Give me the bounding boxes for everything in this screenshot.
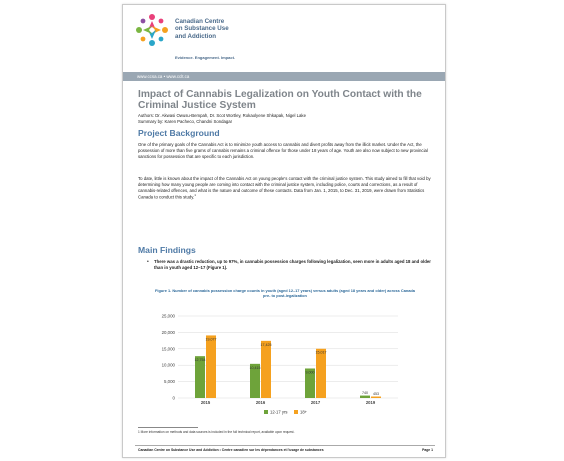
url-banner: www.ccsa.ca • www.cclt.ca: [123, 72, 445, 81]
background-paragraph-2-text: To date, little is known about the impac…: [138, 176, 431, 200]
page-number: Page 1: [422, 448, 433, 452]
footnote-ref: 1: [194, 193, 196, 198]
bar-adult: [261, 340, 271, 398]
bullet-marker: •: [147, 259, 149, 265]
background-paragraph-1: One of the primary goals of the Cannabis…: [138, 142, 428, 159]
legend-label: 12-17 yrs: [270, 410, 287, 415]
y-tick-label: 5,000: [164, 379, 176, 384]
org-name: Canadian Centre on Substance Use and Add…: [175, 18, 295, 40]
footer-divider: [135, 445, 435, 446]
background-paragraph-2: To date, little is known about the impac…: [138, 176, 433, 201]
org-name-line2: on Substance Use: [175, 25, 229, 33]
bar-adult: [371, 396, 381, 398]
possession-charges-bar-chart: 0 5,000 10,000 15,000 20,000 25,000 12,754 19,0…: [162, 314, 398, 415]
y-tick-label: 25,000: [162, 314, 176, 319]
data-label: 453: [373, 392, 379, 396]
bar-adult: [206, 335, 216, 398]
section-heading-background: Project Background: [138, 128, 220, 138]
page-footer: Canadian Centre on Substance Use and Add…: [138, 448, 324, 452]
x-tick-label: 2019: [366, 400, 376, 405]
data-label: 15,017: [316, 351, 327, 355]
authors-block: Authors: Dr. Akwasi Owusu-Bempah, Dr. Sc…: [138, 113, 433, 124]
org-name-line1: Canadian Centre: [175, 18, 225, 25]
summary-by-line: Summary by: Karen Pacheco, Chandni Sonda…: [138, 118, 233, 124]
ccsa-logo: Canadian Centre on Substance Use and Add…: [135, 13, 335, 63]
footnote-divider: [138, 427, 198, 428]
org-urls[interactable]: www.ccsa.ca • www.cclt.ca: [137, 73, 190, 79]
finding-bullet-1: There was a drastic reduction, up to 97%…: [154, 259, 431, 270]
bar-adult: [316, 348, 326, 398]
data-label: 9,000: [306, 370, 315, 374]
x-tick-label: 2016: [256, 400, 266, 405]
y-tick-label: 0: [173, 396, 176, 401]
data-label: 12,754: [195, 358, 206, 362]
bar-youth: [250, 363, 260, 398]
y-tick-label: 20,000: [162, 330, 176, 335]
data-label: 740: [362, 391, 368, 395]
org-tagline: Evidence. Engagement. Impact.: [175, 55, 236, 60]
ccsa-logo-icon: [136, 14, 168, 46]
x-tick-label: 2015: [201, 400, 211, 405]
y-tick-label: 15,000: [162, 346, 176, 351]
org-name-line3: and Addiction: [175, 32, 217, 40]
legend-label: 18+: [300, 410, 308, 415]
bar-youth: [305, 368, 315, 398]
document-title: Impact of Cannabis Legalization on Youth…: [138, 89, 422, 112]
authors-line: Authors: Dr. Akwasi Owusu-Bempah, Dr. Sc…: [138, 113, 306, 118]
document-page: Canadian Centre on Substance Use and Add…: [122, 4, 446, 458]
figure-caption: Figure 1. Number of cannabis possession …: [155, 288, 415, 299]
section-heading-findings: Main Findings: [138, 245, 196, 255]
data-label: 19,077: [206, 337, 217, 341]
bar-youth: [360, 395, 370, 398]
y-tick-label: 10,000: [162, 363, 176, 368]
data-label: 17,425: [261, 343, 272, 347]
data-label: 10,415: [250, 366, 261, 370]
x-tick-label: 2017: [311, 400, 321, 405]
footnote: 1 More information on methods and data s…: [138, 430, 295, 434]
legend-swatch: [264, 410, 268, 414]
bar-youth: [195, 356, 205, 398]
legend-swatch: [294, 410, 298, 414]
